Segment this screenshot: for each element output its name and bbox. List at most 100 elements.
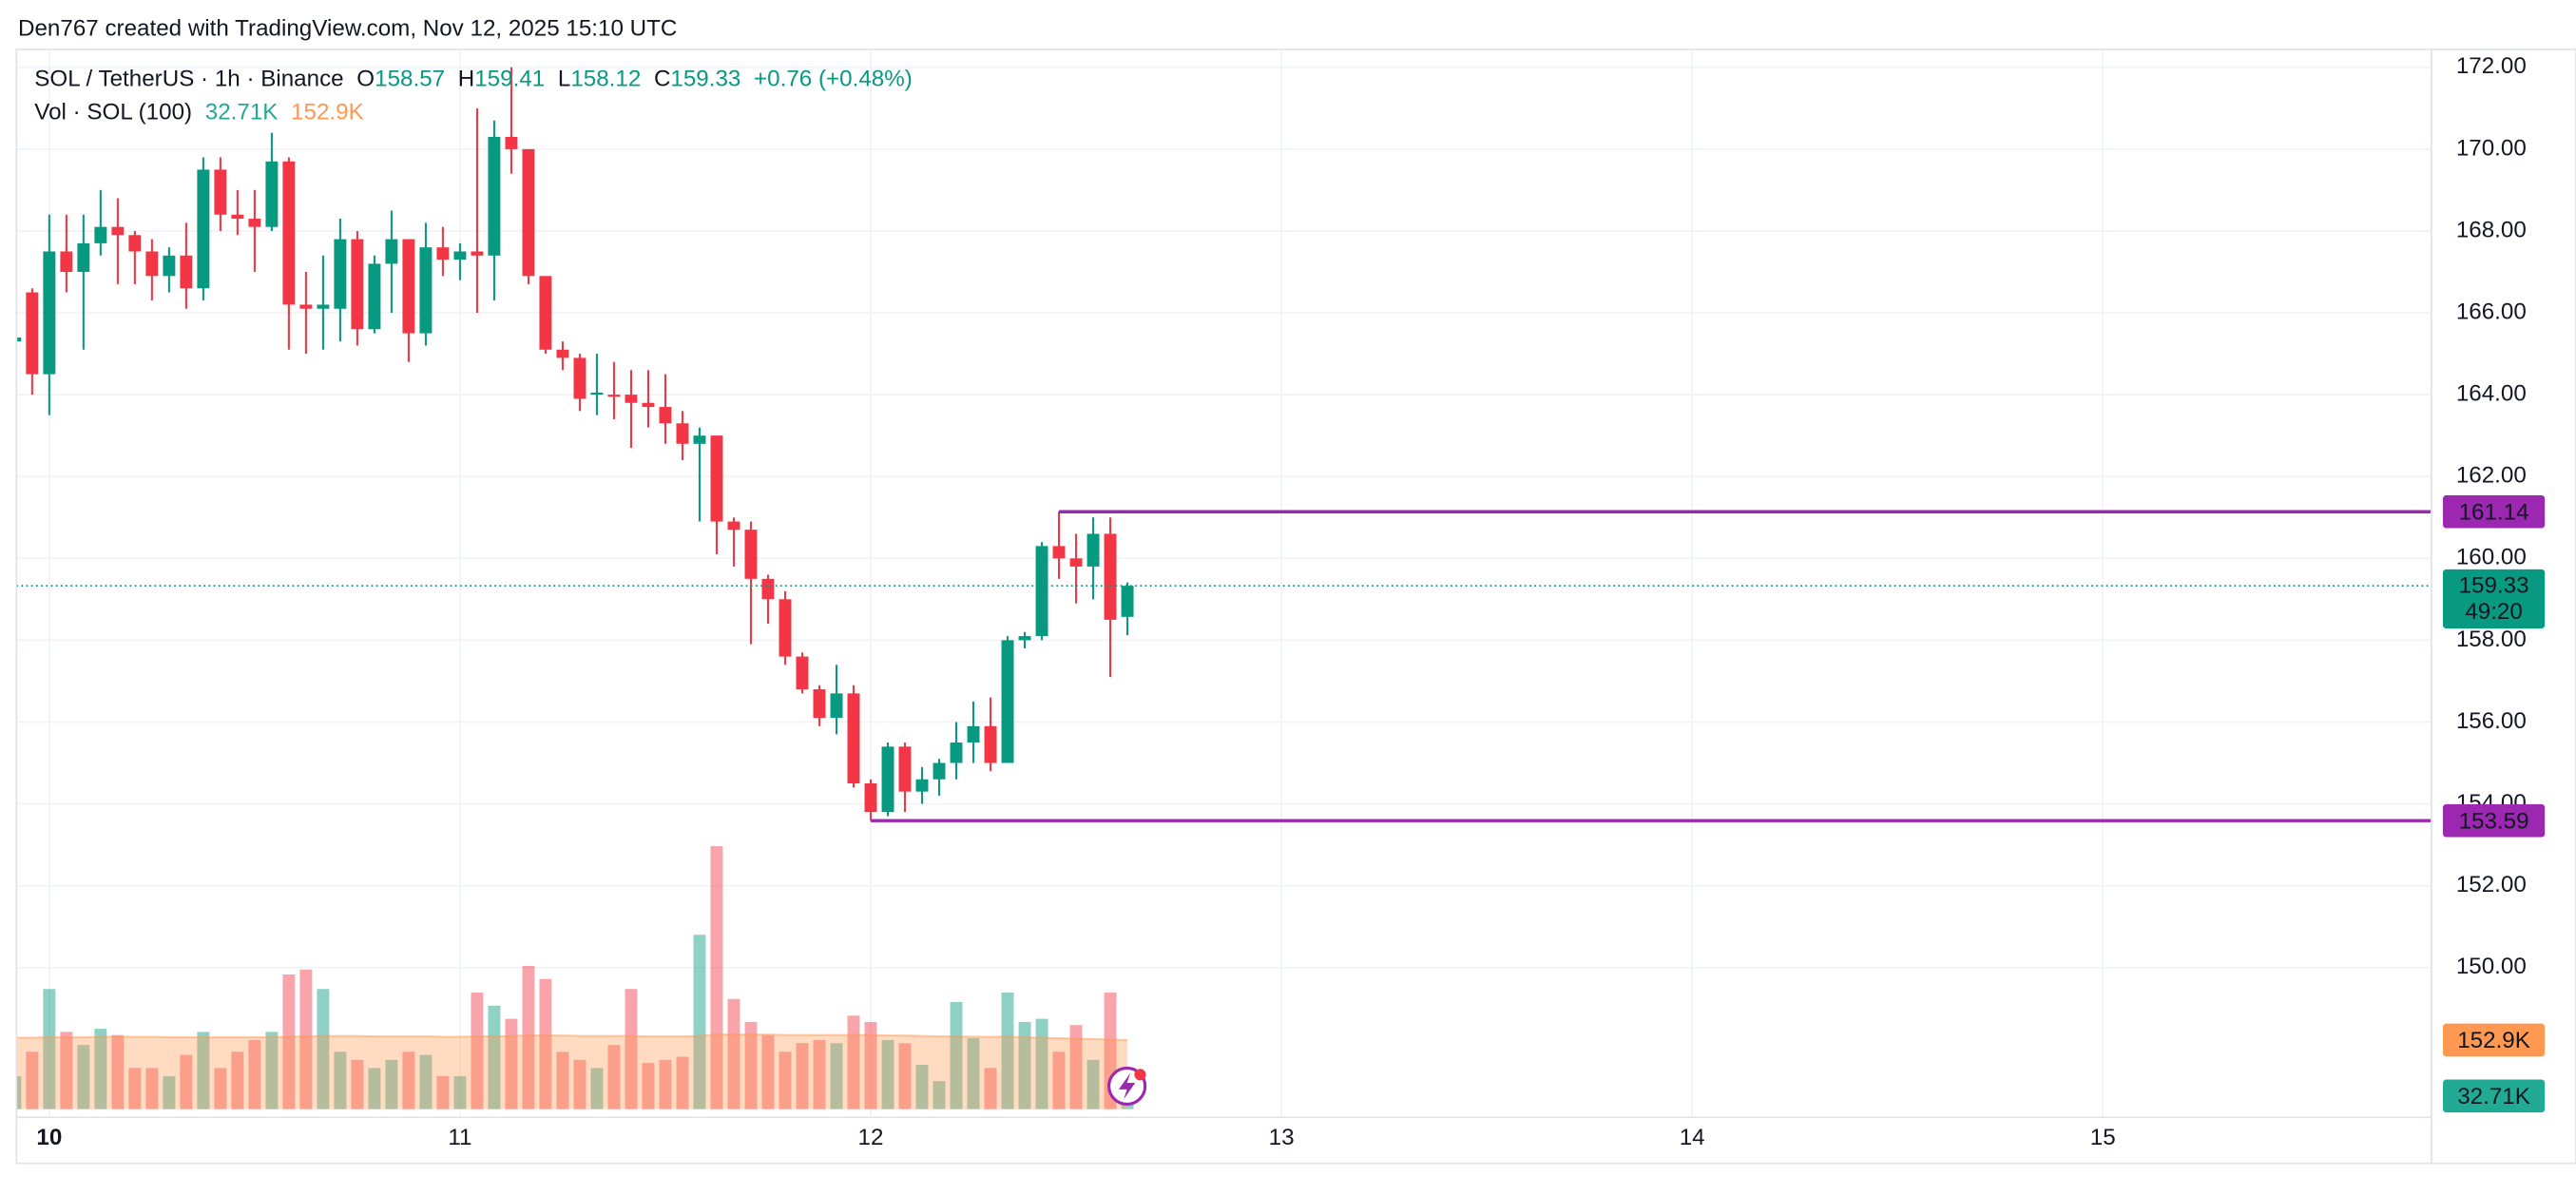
volume-ma-label-box [2443,1023,2546,1057]
volume-bar [607,1045,621,1109]
ohlc-letter: L [558,67,570,92]
candle-body [317,304,330,309]
volume-bar [1069,1025,1083,1109]
candle-body [676,423,689,444]
candle-body [659,407,672,424]
volume-bar [419,1054,433,1109]
legend-volume: Vol · SOL (100) 32.71K 152.9K [34,100,363,125]
candle-body [950,742,963,763]
candle-body [625,395,638,403]
candles [16,67,1134,821]
candle-body [1035,546,1048,637]
volume-bar [761,1034,775,1109]
high-value: 159.41 [474,67,545,92]
volume-bar [984,1068,997,1109]
volume-bar [299,969,313,1109]
candle-body [898,746,912,792]
volume-bar [505,1018,518,1109]
change: +0.76 (+0.48%) [754,67,913,92]
volume-ma-value: 152.9K [291,100,364,125]
candle-body [1086,533,1100,567]
alert-icon[interactable] [1107,1066,1147,1106]
candle-body [368,263,381,330]
volume-bar [967,1038,980,1109]
y-tick-label: 150.00 [2456,954,2527,979]
volume-bar [385,1059,398,1109]
y-tick-label: 168.00 [2456,217,2527,242]
level-label: 161.14 [2459,499,2529,525]
candle-body [590,392,604,396]
candle-body [163,255,176,277]
volume-bar [26,1052,39,1109]
candle-body [1104,533,1117,620]
candle-body [744,530,758,579]
x-tick-label: 15 [2090,1125,2116,1150]
y-tick-label: 164.00 [2456,381,2527,407]
candle-body [693,435,706,444]
candle-body [1121,586,1134,617]
volume-bar [180,1054,193,1109]
candle-body [453,251,467,260]
volume-bar [1001,993,1014,1109]
x-tick-label: 13 [1269,1125,1295,1150]
volume-bar [94,1029,107,1109]
candle-body [16,337,22,342]
volume-bar [231,1052,244,1109]
candle-body [642,402,655,408]
open-value: 158.57 [375,67,445,92]
candle-body [761,578,775,600]
volume-bar [710,846,723,1109]
x-tick-label: 10 [36,1125,62,1150]
candle-body [522,148,535,277]
candle-body [43,251,56,375]
volume-bar [779,1052,792,1109]
alert-dot [1134,1069,1146,1081]
candle-body [727,521,740,531]
y-tick-label: 170.00 [2456,135,2527,161]
volume-ma-line [16,1033,1128,1042]
candle-body [539,276,552,350]
volume-bar [351,1059,364,1109]
candle-body [248,219,261,227]
level-label: 153.59 [2459,808,2529,834]
volume-label: 32.71K [2457,1084,2530,1109]
candle-body [488,136,501,256]
candle-body [436,247,450,260]
volume-bar [163,1075,176,1109]
candle-body [214,169,227,215]
candle-body [813,689,826,719]
candle-body [60,251,73,273]
candle-body [505,136,518,149]
candle-body [847,693,860,784]
volume-bar [539,978,552,1109]
candle-body [932,762,946,780]
y-tick-label: 158.00 [2456,627,2527,652]
candle-body [1001,640,1014,763]
volume-bar [265,1032,279,1109]
volume-bar [317,989,330,1109]
volume-bar [625,989,638,1109]
volume-bar [915,1065,929,1109]
candle-body [94,226,107,243]
volume-bar [145,1068,159,1109]
x-tick-label: 12 [858,1125,884,1150]
volume-bar [932,1081,946,1109]
volume-bar [282,974,296,1109]
candle-body [77,242,90,273]
alert-bolt [1118,1072,1136,1100]
volume-ma-area [16,1034,1128,1109]
volume-bar [402,1052,415,1109]
countdown: 49:20 [2465,599,2523,625]
close-value: 159.33 [670,67,740,92]
volume-bar [847,1015,860,1109]
volume-bar [642,1063,655,1109]
candle-body [334,239,347,309]
volume-bar [488,1005,501,1109]
volume-bar [111,1034,125,1109]
ohlc-letter: C [654,67,670,92]
volume-bar [471,993,484,1109]
level-label-box [2443,494,2546,529]
y-tick-label: 160.00 [2456,545,2527,570]
